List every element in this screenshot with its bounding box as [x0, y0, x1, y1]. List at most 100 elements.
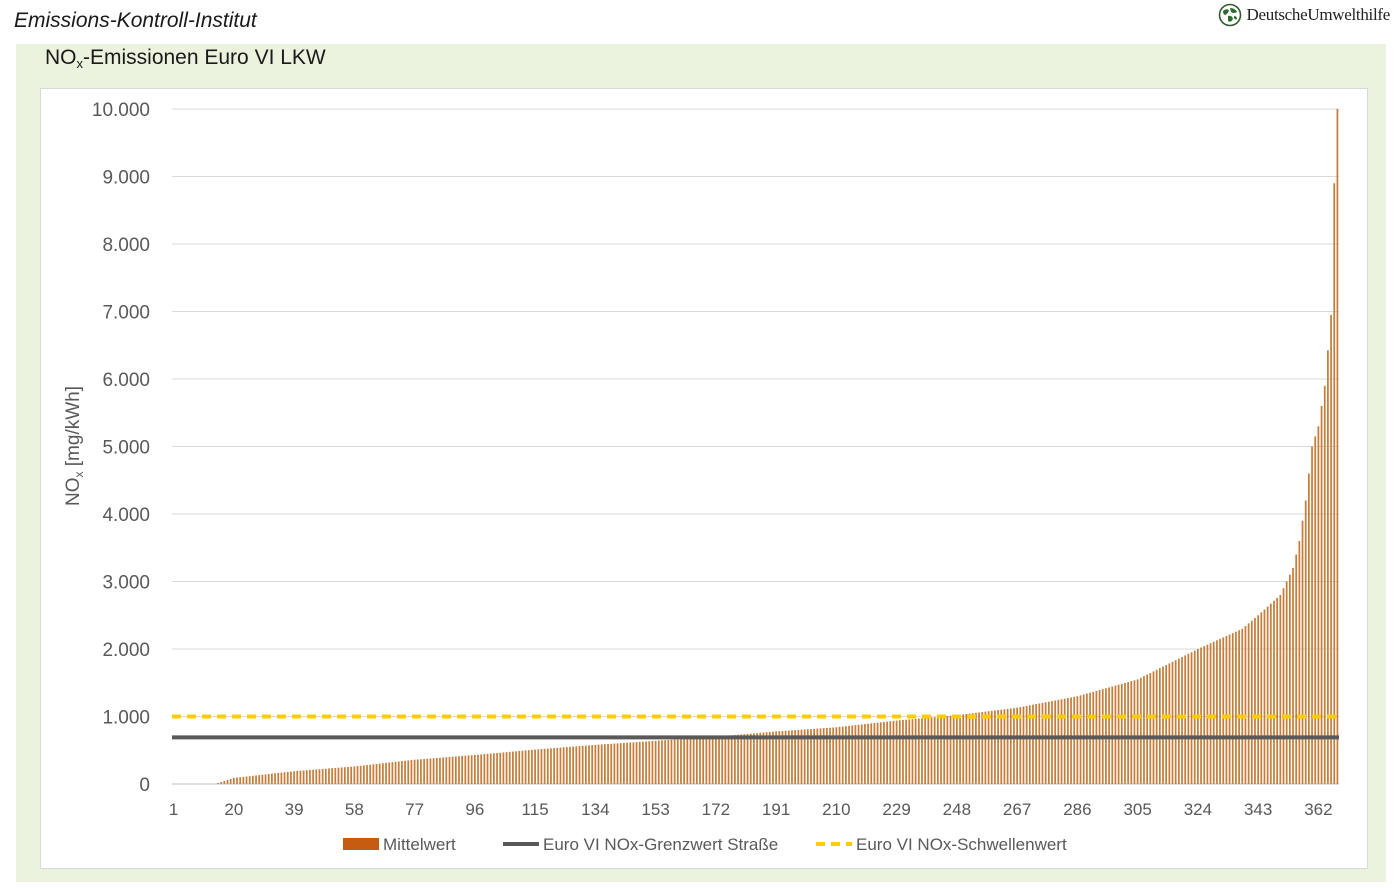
x-tick-label: 134: [581, 800, 609, 819]
bar: [362, 765, 365, 784]
bar: [334, 767, 337, 784]
bar: [638, 741, 641, 784]
bar: [838, 726, 841, 784]
bar: [1181, 656, 1183, 784]
y-tick-labels: 0 1.000 2.000 3.000 4.000 5.000 6.000 7.000 8.00…: [92, 100, 150, 796]
bar: [1317, 426, 1320, 784]
bar: [245, 776, 248, 784]
bar: [1292, 568, 1294, 784]
bar: [613, 743, 616, 784]
bar: [1225, 635, 1228, 784]
bar: [1228, 634, 1231, 784]
y-tick-label: 10.000: [92, 100, 150, 121]
bar: [293, 771, 295, 784]
bar: [508, 751, 511, 784]
bar: [277, 772, 280, 784]
bar: [1130, 681, 1133, 784]
bar: [470, 755, 473, 784]
y-tick-label: 1.000: [102, 708, 150, 729]
bar: [917, 718, 920, 784]
bar: [714, 736, 717, 784]
bar: [369, 764, 372, 784]
bar: [290, 771, 292, 784]
bar: [420, 759, 422, 784]
x-tick-labels: 1 20 39 58 77 96 115 134 153 172 191 210 229 248 267 28…: [169, 800, 1333, 819]
bar: [461, 755, 464, 784]
bar: [810, 729, 812, 784]
bar: [911, 719, 914, 784]
bar: [578, 746, 581, 784]
bar: [464, 755, 467, 784]
bar: [397, 761, 400, 784]
bar: [1028, 705, 1031, 784]
x-tick-label: 324: [1184, 800, 1212, 819]
bar: [740, 734, 743, 784]
x-tick-label: 248: [943, 800, 971, 819]
bar: [778, 731, 781, 784]
bar: [946, 716, 949, 784]
bar: [1041, 702, 1044, 784]
bar: [642, 741, 644, 784]
logo-text: DeutscheUmwelthilfe: [1246, 5, 1391, 24]
bar: [258, 775, 261, 784]
bar: [975, 712, 977, 784]
x-tick-label: 172: [702, 800, 730, 819]
bar: [496, 752, 498, 784]
x-tick-label: 343: [1244, 800, 1272, 819]
institute-name: Emissions-Kontroll-Institut: [14, 9, 257, 32]
bar: [324, 768, 327, 784]
bar: [689, 738, 692, 784]
bars: [217, 109, 1339, 784]
bar: [584, 745, 587, 784]
bar: [965, 713, 968, 784]
bar: [217, 782, 219, 784]
bar: [645, 741, 647, 784]
bar: [898, 720, 901, 784]
reference-lines: [172, 714, 1339, 740]
bar: [943, 716, 946, 784]
bar: [1295, 554, 1298, 784]
bar: [727, 735, 730, 784]
bar: [864, 724, 866, 784]
bar: [1076, 696, 1079, 784]
bar: [271, 773, 273, 784]
bar: [274, 773, 276, 784]
bar: [1273, 600, 1275, 784]
bar: [667, 739, 670, 784]
bar: [261, 774, 264, 784]
bar: [1308, 473, 1310, 784]
bar: [1139, 677, 1142, 784]
bar: [546, 748, 549, 784]
y-tick-label: 8.000: [102, 235, 150, 256]
bar: [661, 740, 663, 784]
bar: [835, 727, 838, 784]
bar: [315, 769, 318, 784]
bar: [312, 769, 314, 784]
bar: [337, 767, 340, 784]
bar: [695, 738, 698, 784]
bar: [753, 733, 755, 784]
bar: [765, 732, 768, 784]
bar: [581, 745, 584, 784]
bar: [1057, 699, 1060, 784]
bar: [1124, 682, 1126, 784]
bar: [1231, 633, 1234, 784]
bar: [841, 726, 844, 784]
bar: [1155, 669, 1158, 784]
bar: [1285, 581, 1288, 784]
bar: [1222, 637, 1225, 784]
bar: [534, 749, 536, 784]
x-tick-label: 39: [285, 800, 304, 819]
bar: [1254, 617, 1256, 784]
bar: [680, 739, 682, 784]
bar: [559, 747, 562, 784]
bar: [603, 744, 606, 784]
bar: [616, 743, 619, 784]
bar: [493, 753, 495, 784]
bar: [629, 742, 632, 784]
bar: [407, 760, 410, 784]
bar: [537, 749, 540, 784]
bar: [229, 778, 232, 784]
bar: [654, 740, 657, 784]
bar: [749, 733, 752, 784]
